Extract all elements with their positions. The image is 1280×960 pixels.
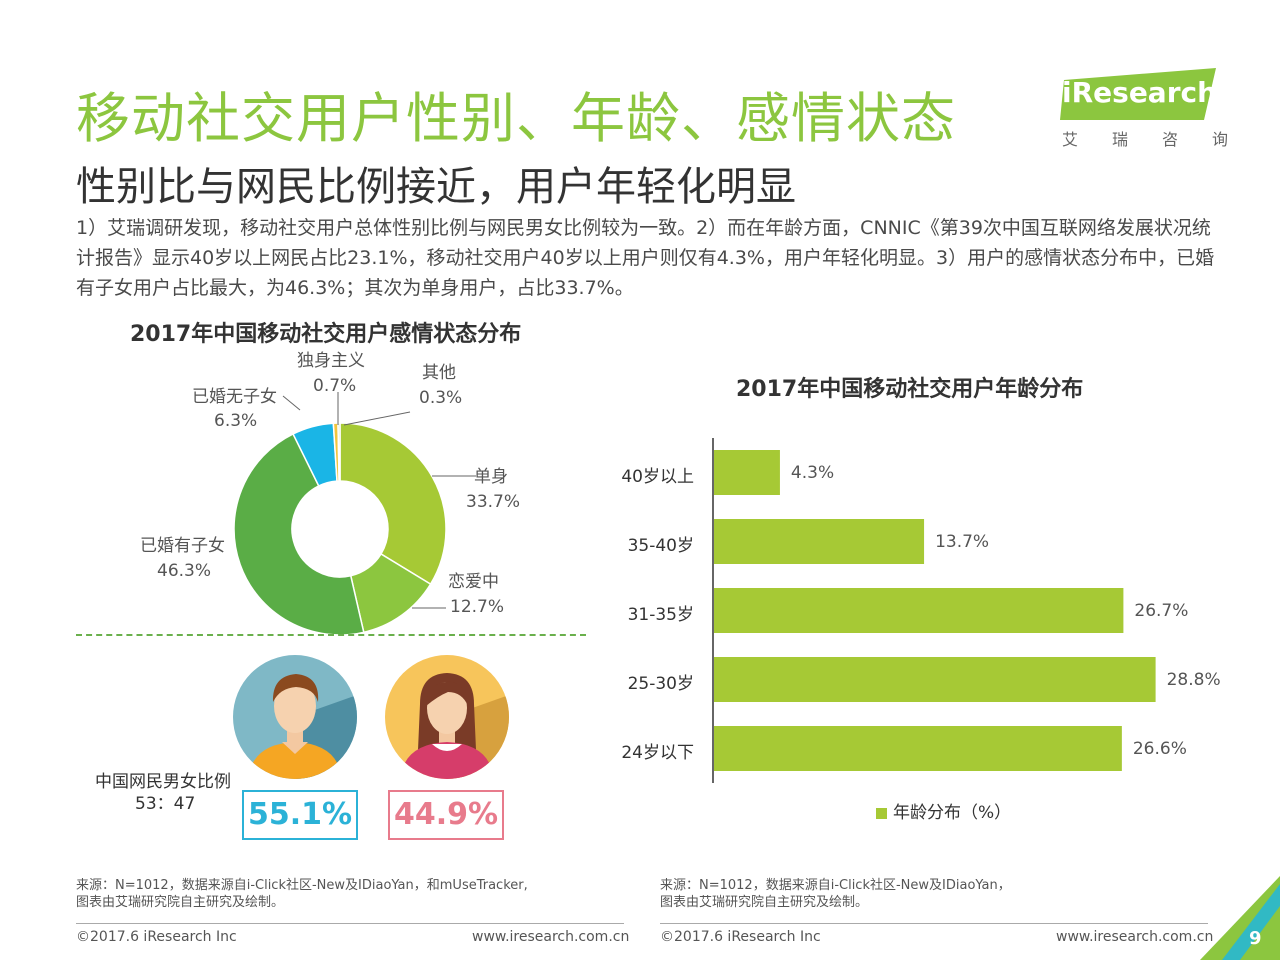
- bar-chart-title: 2017年中国移动社交用户年龄分布: [736, 377, 1084, 402]
- male-percentage: 55.1%: [242, 790, 358, 840]
- pie-value-other: 0.3%: [419, 388, 463, 408]
- pie-label-other: 其他: [422, 363, 456, 383]
- page-title: 移动社交用户性别、年龄、感情状态: [76, 87, 956, 150]
- logo-badge-shape: [1060, 68, 1216, 120]
- bar-0: [714, 450, 780, 495]
- bar-value-label: 26.7%: [1134, 601, 1189, 621]
- page-number: 9: [1249, 928, 1262, 949]
- source-note-left: 来源：N=1012，数据来源自i-Click社区-New及IDiaoYan，和m…: [76, 878, 528, 910]
- bar-category-label: 31-35岁: [627, 605, 694, 625]
- female-percentage: 44.9%: [388, 790, 504, 840]
- logo-brand-text: iResearch: [1062, 76, 1218, 109]
- pie-value-married-nochild: 6.3%: [214, 411, 258, 431]
- bar-value-label: 13.7%: [935, 532, 990, 552]
- gender-ratio-label: 中国网民男女比例: [95, 772, 231, 792]
- bar-value-label: 26.6%: [1132, 739, 1187, 759]
- pie-chart-title: 2017年中国移动社交用户感情状态分布: [130, 322, 522, 347]
- source-note-right: 来源：N=1012，数据来源自i-Click社区-New及IDiaoYan， 图…: [660, 878, 1011, 910]
- bar-3: [714, 657, 1156, 702]
- leader-other: [343, 411, 411, 426]
- pie-value-married-child: 46.3%: [157, 561, 212, 581]
- legend-swatch: [876, 807, 887, 819]
- bar-category-label: 25-30岁: [627, 674, 694, 694]
- url-right: www.iresearch.com.cn: [1056, 929, 1214, 945]
- page-subtitle: 性别比与网民比例接近，用户年轻化明显: [76, 164, 796, 210]
- pie-slice-5: [337, 422, 341, 482]
- footer-rule-right: [660, 923, 1208, 924]
- bar-1: [714, 519, 925, 564]
- section-divider: [76, 634, 586, 636]
- male-avatar-icon: [233, 655, 357, 779]
- pie-label-dating: 恋爱中: [448, 572, 499, 592]
- footer-rule-left: [76, 923, 624, 924]
- gender-ratio-value: 53：47: [135, 794, 196, 814]
- bar-value-label: 28.8%: [1166, 670, 1221, 690]
- bar-4: [714, 726, 1122, 771]
- bar-2: [714, 588, 1124, 633]
- logo-cn-text: 艾瑞咨询: [1062, 130, 1263, 149]
- pie-label-married-nochild: 已婚无子女: [192, 387, 277, 407]
- pie-label-single: 单身: [474, 467, 508, 487]
- bar-value-label: 4.3%: [790, 463, 835, 483]
- pie-value-single-by-choice: 0.7%: [313, 376, 357, 396]
- pie-value-single: 33.7%: [466, 492, 521, 512]
- pie-chart: [233, 392, 476, 636]
- female-avatar-icon: [385, 655, 509, 779]
- pie-value-dating: 12.7%: [450, 597, 505, 617]
- leader-married-nochild: [282, 395, 301, 411]
- bar-category-label: 35-40岁: [627, 536, 694, 556]
- description-text: 1）艾瑞调研发现，移动社交用户总体性别比例与网民男女比例较为一致。2）而在年龄方…: [76, 217, 1215, 299]
- copyright-left: ©2017.6 iResearch Inc: [76, 929, 237, 945]
- pie-label-married-child: 已婚有子女: [140, 536, 225, 556]
- pie-slice-0: [339, 422, 447, 586]
- bar-legend: 年龄分布（%）: [876, 798, 1011, 823]
- copyright-right: ©2017.6 iResearch Inc: [660, 929, 821, 945]
- bar-category-label: 24岁以下: [621, 743, 694, 763]
- page-corner-decoration: [1200, 876, 1280, 960]
- url-left: www.iresearch.com.cn: [472, 929, 630, 945]
- pie-slice-2: [233, 432, 365, 636]
- pie-label-single-by-choice: 独身主义: [297, 351, 365, 371]
- legend-label: 年龄分布（%）: [893, 803, 1012, 823]
- iresearch-logo: [1058, 68, 1218, 148]
- bar-chart: [712, 438, 1156, 783]
- bar-category-label: 40岁以上: [621, 467, 694, 487]
